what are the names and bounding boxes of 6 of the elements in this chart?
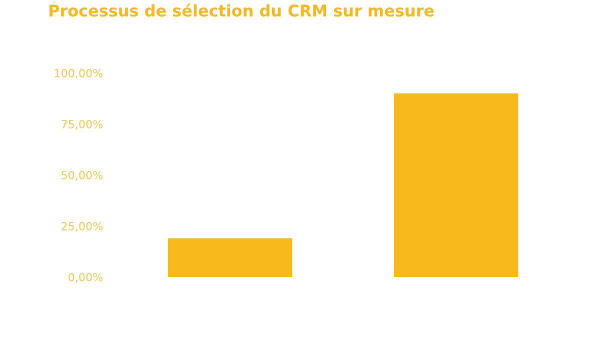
y-tick-label: 0,00%	[68, 272, 102, 283]
chart-title: Processus de sélection du CRM sur mesure	[49, 4, 434, 17]
y-tick-label: 100,00%	[54, 68, 102, 79]
y-tick-label: 50,00%	[62, 170, 102, 181]
y-tick-label: 75,00%	[62, 120, 102, 130]
y-tick-label: 25,00%	[62, 222, 102, 232]
